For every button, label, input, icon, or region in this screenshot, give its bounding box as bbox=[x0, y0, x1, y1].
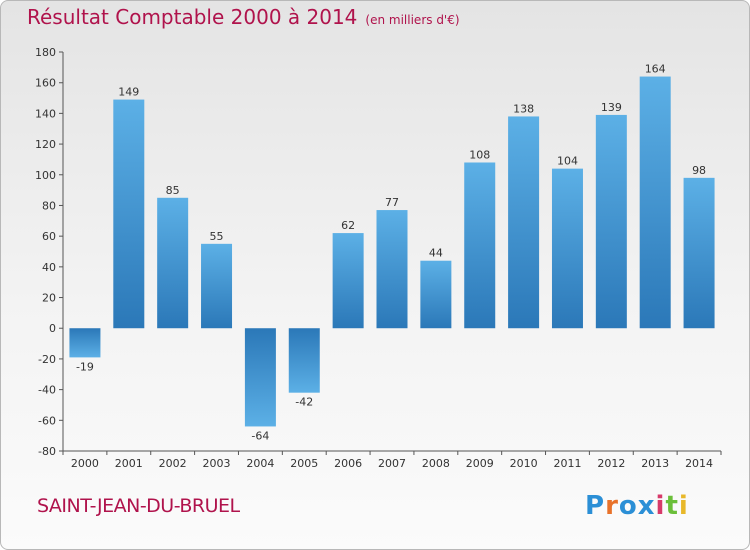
axes: -80 -60 -40 -20 0 20 40 60 80 100 120 140 160 180 2000… bbox=[35, 46, 722, 470]
y-tick-label: -80 bbox=[38, 445, 56, 458]
y-tick-label: 80 bbox=[42, 199, 56, 212]
bar-2012 bbox=[595, 114, 627, 329]
bar-2007 bbox=[376, 210, 408, 329]
x-tick-label: 2006 bbox=[334, 457, 362, 470]
value-label-2006: 62 bbox=[341, 219, 355, 232]
chart-subtitle: (en milliers d'€) bbox=[365, 13, 460, 27]
commune-name: SAINT-JEAN-DU-BRUEL bbox=[37, 495, 240, 517]
bar-2005 bbox=[288, 328, 320, 393]
y-tick-label: 0 bbox=[49, 322, 56, 335]
bar-2004 bbox=[244, 328, 276, 427]
x-tick-label: 2014 bbox=[685, 457, 713, 470]
logo-letter: i bbox=[678, 491, 689, 521]
value-labels: -19 149 85 55 -64 -42 62 77 44 108 138 104 139 164 98 bbox=[76, 63, 706, 443]
x-tick-label: 2001 bbox=[115, 457, 143, 470]
bar-2010 bbox=[508, 116, 540, 329]
x-tick-label: 2005 bbox=[290, 457, 318, 470]
bar-2009 bbox=[464, 162, 496, 329]
logo-letter: P bbox=[585, 491, 606, 521]
y-tick-label: 180 bbox=[35, 46, 56, 59]
value-label-2010: 138 bbox=[513, 102, 534, 115]
x-tick-label: 2003 bbox=[203, 457, 231, 470]
x-tick-label: 2004 bbox=[246, 457, 274, 470]
y-tick-label: 60 bbox=[42, 230, 56, 243]
bar-2013 bbox=[639, 76, 671, 329]
chart-title-text: Résultat Comptable 2000 à 2014 bbox=[27, 5, 358, 29]
bar-2006 bbox=[332, 233, 364, 329]
value-label-2008: 44 bbox=[429, 247, 443, 260]
value-label-2009: 108 bbox=[469, 148, 490, 161]
bar-2014 bbox=[683, 177, 715, 329]
y-tick-label: -40 bbox=[38, 384, 56, 397]
logo-letter: x bbox=[637, 491, 656, 521]
value-label-2003: 55 bbox=[210, 230, 224, 243]
y-tick-label: 100 bbox=[35, 169, 56, 182]
x-tick-label: 2000 bbox=[71, 457, 99, 470]
x-tick-label: 2002 bbox=[159, 457, 187, 470]
logo-letter: i bbox=[655, 491, 666, 521]
y-tick-label: 20 bbox=[42, 292, 56, 305]
value-label-2005: -42 bbox=[295, 396, 313, 409]
bar-2003 bbox=[201, 243, 233, 329]
value-label-2001: 149 bbox=[118, 86, 139, 99]
y-tick-label: 160 bbox=[35, 77, 56, 90]
value-label-2013: 164 bbox=[645, 63, 666, 76]
x-tick-label: 2013 bbox=[641, 457, 669, 470]
bar-2011 bbox=[551, 168, 583, 329]
y-tick-label: 120 bbox=[35, 138, 56, 151]
logo-letter: t bbox=[665, 491, 679, 521]
value-label-2011: 104 bbox=[557, 155, 578, 168]
bar-2008 bbox=[420, 260, 452, 329]
x-tick-label: 2007 bbox=[378, 457, 406, 470]
y-tick-label: 140 bbox=[35, 107, 56, 120]
x-tick-label: 2011 bbox=[553, 457, 581, 470]
value-label-2012: 139 bbox=[601, 101, 622, 114]
bar-2002 bbox=[157, 197, 189, 329]
bars bbox=[69, 76, 715, 427]
chart-title: Résultat Comptable 2000 à 2014 (en millie… bbox=[27, 5, 460, 29]
bar-2001 bbox=[113, 99, 145, 329]
logo-letter: o bbox=[618, 491, 638, 521]
y-tick-label: 40 bbox=[42, 261, 56, 274]
value-label-2014: 98 bbox=[692, 164, 706, 177]
x-tick-label: 2008 bbox=[422, 457, 450, 470]
value-label-2004: -64 bbox=[251, 429, 269, 442]
x-tick-label: 2010 bbox=[510, 457, 538, 470]
bar-2000 bbox=[69, 328, 101, 358]
value-label-2007: 77 bbox=[385, 196, 399, 209]
logo-letter: r bbox=[605, 491, 619, 521]
proxiti-logo: Proxiti bbox=[585, 491, 689, 521]
x-tick-label: 2009 bbox=[466, 457, 494, 470]
value-label-2002: 85 bbox=[166, 184, 180, 197]
y-tick-label: -20 bbox=[38, 353, 56, 366]
y-tick-label: -60 bbox=[38, 414, 56, 427]
value-label-2000: -19 bbox=[76, 360, 94, 373]
x-tick-label: 2012 bbox=[597, 457, 625, 470]
